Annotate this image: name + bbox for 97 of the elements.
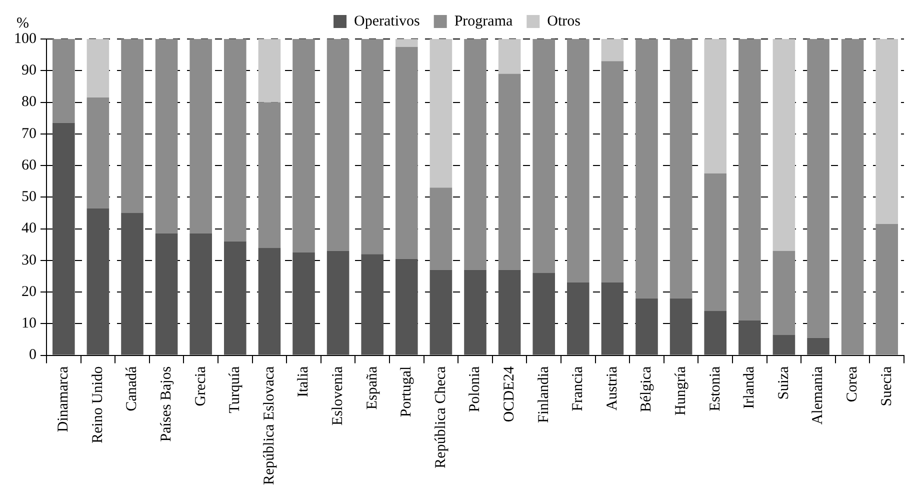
y-tick-label: 30 — [22, 252, 36, 268]
legend-label: Programa — [454, 13, 513, 30]
y-tick-label: 10 — [22, 316, 36, 332]
bar — [704, 39, 726, 174]
x-tick-label: Corea — [844, 366, 860, 402]
y-tick-label: 100 — [14, 30, 36, 47]
bar — [601, 61, 624, 283]
legend-label: Otros — [547, 13, 581, 30]
bar — [464, 270, 486, 355]
x-tick-label: Grecia — [192, 366, 209, 406]
y-tick-label: 40 — [22, 220, 36, 237]
bar — [121, 212, 144, 355]
bar — [772, 39, 796, 251]
bar — [361, 254, 384, 355]
x-tick-label: Estonia — [707, 366, 724, 412]
bar — [86, 39, 110, 98]
bar — [292, 39, 315, 252]
bar — [430, 188, 452, 270]
bar — [636, 39, 658, 298]
legend-label: Operativos — [354, 13, 420, 30]
x-tick-label: Suecia — [878, 366, 895, 406]
bar — [498, 39, 521, 74]
x-tick-label: Hungría — [672, 366, 689, 416]
x-tick-label: Austria — [604, 366, 620, 410]
bar — [121, 39, 144, 213]
x-tick-label: Portugal — [398, 366, 415, 418]
x-tick-label: Países Bajos — [158, 366, 174, 442]
x-tick-label: Reino Unido — [90, 366, 106, 444]
bar — [532, 39, 555, 274]
bar — [224, 241, 246, 355]
bar — [155, 39, 178, 234]
bar — [361, 39, 384, 254]
y-tick-label: 70 — [22, 126, 36, 142]
x-tick-label: Irlanda — [742, 366, 758, 409]
bar — [190, 234, 212, 355]
bar — [258, 102, 281, 248]
bar — [52, 122, 75, 355]
bar — [498, 74, 521, 270]
bar — [601, 282, 624, 355]
x-tick-label: Eslovenia — [330, 366, 346, 426]
x-tick-label: Canadá — [124, 366, 140, 412]
y-tick-label: 20 — [22, 284, 36, 300]
x-tick-label: Italia — [296, 366, 312, 398]
bar — [636, 298, 658, 355]
y-tick-label: 60 — [22, 157, 36, 174]
bar — [326, 39, 350, 251]
bar — [396, 39, 418, 47]
x-tick-label: Alemania — [810, 366, 826, 425]
bar — [601, 39, 624, 62]
bar — [670, 298, 692, 355]
bar — [430, 270, 452, 355]
bar — [807, 39, 830, 338]
bar — [567, 282, 590, 355]
bar — [841, 39, 864, 355]
bar — [86, 208, 110, 355]
bar — [670, 39, 692, 298]
x-tick-label: Polonia — [467, 366, 484, 412]
x-tick-label: Suiza — [776, 366, 792, 400]
bar — [704, 311, 726, 355]
bar — [876, 39, 898, 224]
x-tick-label: República Eslovaca — [261, 366, 278, 486]
bar — [396, 46, 418, 259]
bar — [532, 273, 555, 355]
bar — [464, 39, 486, 270]
y-tick-label: 80 — [22, 94, 36, 110]
x-tick-label: Francia — [570, 366, 586, 412]
x-tick-label: Dinamarca — [56, 366, 72, 432]
bar — [738, 39, 761, 321]
bar — [738, 320, 761, 355]
bar — [772, 250, 796, 335]
x-tick-label: Bélgica — [638, 366, 655, 412]
bar — [224, 39, 246, 242]
bar — [326, 250, 350, 355]
bar — [190, 39, 212, 234]
bar — [430, 39, 452, 188]
x-tick-label: Turquía — [227, 366, 244, 414]
y-tick-label: 0 — [29, 347, 36, 364]
x-tick-label: República Checa — [432, 366, 449, 468]
y-tick-label: 50 — [22, 189, 36, 206]
bar — [876, 224, 898, 355]
bar — [258, 248, 281, 355]
bar — [52, 39, 75, 123]
bar — [258, 39, 281, 102]
bar — [155, 234, 178, 355]
x-tick-label: Finlandia — [536, 366, 552, 423]
bar — [292, 252, 315, 355]
x-tick-label: España — [364, 366, 380, 410]
bar — [498, 270, 521, 355]
x-tick-label: OCDE24 — [501, 366, 518, 422]
bar — [704, 173, 726, 312]
y-axis-title: % — [16, 15, 29, 32]
bar — [86, 98, 110, 208]
bar — [396, 258, 418, 355]
bar — [807, 338, 830, 355]
bar — [567, 39, 590, 283]
bar — [772, 334, 796, 355]
y-tick-label: 90 — [22, 62, 36, 79]
